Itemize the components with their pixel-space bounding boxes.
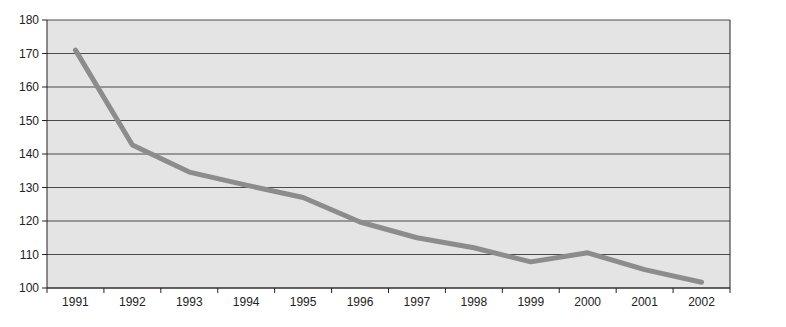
series-group xyxy=(75,50,701,282)
x-tick xyxy=(274,288,275,293)
y-tick-label: 110 xyxy=(20,248,39,262)
plot-background xyxy=(47,20,730,288)
y-tick-label: 120 xyxy=(19,214,39,228)
x-tick xyxy=(388,288,389,293)
x-tick xyxy=(47,288,48,293)
plot-frame-right xyxy=(730,20,731,288)
y-tick-label: 130 xyxy=(19,181,39,195)
grid-line xyxy=(47,187,730,188)
y-tick-label: 180 xyxy=(19,13,39,27)
y-tick-label: 170 xyxy=(19,47,39,61)
x-tick-label: 1993 xyxy=(176,295,203,309)
y-tick xyxy=(42,87,47,88)
chart: 100 110 120 130 140 150 160 170 180 1991 1992 1993 1… xyxy=(0,0,786,327)
x-tick-label: 1992 xyxy=(119,295,146,309)
y-tick-label: 140 xyxy=(19,147,39,161)
x-tick xyxy=(559,288,560,293)
x-tick-label: 1999 xyxy=(517,295,544,309)
y-tick xyxy=(42,154,47,155)
line-series xyxy=(75,50,701,282)
x-tick-label: 1996 xyxy=(347,295,374,309)
x-tick xyxy=(502,288,503,293)
y-tick xyxy=(42,221,47,222)
x-tick xyxy=(103,288,104,293)
x-tick xyxy=(160,288,161,293)
x-tick xyxy=(445,288,446,293)
y-tick-label: 160 xyxy=(19,80,39,94)
grid-line xyxy=(47,53,730,54)
x-tick xyxy=(673,288,674,293)
y-tick xyxy=(42,254,47,255)
grid-line xyxy=(47,221,730,222)
y-tick xyxy=(42,53,47,54)
x-tick-label: 2002 xyxy=(688,295,715,309)
y-tick-label: 100 xyxy=(19,281,39,295)
y-axis xyxy=(47,20,48,288)
grid-line xyxy=(47,120,730,121)
y-tick xyxy=(42,20,47,21)
y-tick xyxy=(42,288,47,289)
y-tick xyxy=(42,187,47,188)
x-tick-label: 1994 xyxy=(233,295,260,309)
chart-container: 100 110 120 130 140 150 160 170 180 1991 1992 1993 1… xyxy=(0,0,786,327)
x-tick-label: 1998 xyxy=(461,295,488,309)
grid-line xyxy=(47,87,730,88)
y-tick xyxy=(42,120,47,121)
y-tick-label: 150 xyxy=(19,114,39,128)
x-tick-label: 2001 xyxy=(631,295,658,309)
x-tick-label: 1997 xyxy=(404,295,431,309)
x-tick xyxy=(217,288,218,293)
x-tick xyxy=(730,288,731,293)
grid-line xyxy=(47,254,730,255)
grid-line xyxy=(47,20,730,21)
x-tick-label: 1995 xyxy=(290,295,317,309)
x-tick xyxy=(616,288,617,293)
x-tick-label: 1991 xyxy=(62,295,89,309)
x-tick-label: 2000 xyxy=(574,295,601,309)
x-tick xyxy=(331,288,332,293)
